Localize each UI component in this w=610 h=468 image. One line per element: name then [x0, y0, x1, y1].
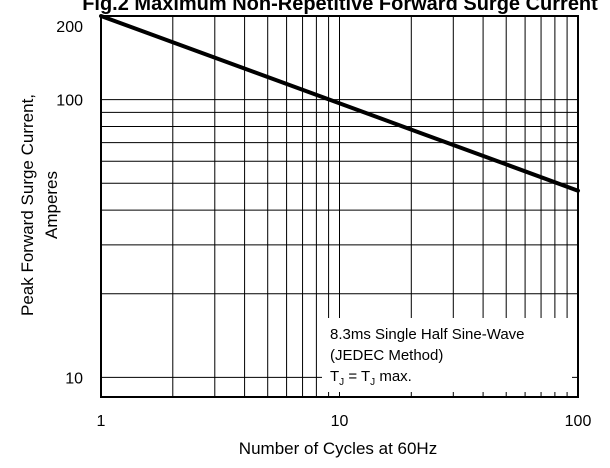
x-tick-label: 100	[565, 413, 592, 430]
annotation-line-3-t1: T	[330, 368, 339, 385]
annotation-line-3-sub2: J	[370, 377, 375, 388]
annotation-line-2: (JEDEC Method)	[330, 347, 443, 364]
y-tick-label: 10	[65, 370, 83, 387]
y-axis-title-line-2: Amperes	[42, 171, 61, 239]
y-axis-title-line-1: Peak Forward Surge Current,	[18, 94, 37, 316]
x-tick-label: 1	[97, 413, 106, 430]
x-tick-label: 10	[331, 413, 349, 430]
y-tick-label: 100	[56, 93, 83, 110]
series-line-0	[99, 14, 580, 193]
annotation-background	[322, 318, 572, 392]
x-axis-title: Number of Cycles at 60Hz	[239, 439, 437, 458]
series-layer	[99, 14, 580, 193]
annotation-line-1: 8.3ms Single Half Sine-Wave	[330, 326, 525, 343]
y-tick-labels: 200 100 10	[56, 19, 83, 387]
annotation-line-3-mid: = T	[344, 368, 370, 385]
annotation-line-3-sub1: J	[339, 377, 344, 388]
annotation: 8.3ms Single Half Sine-Wave (JEDEC Metho…	[322, 318, 572, 392]
y-tick-label: 200	[56, 19, 83, 36]
annotation-line-3: TJ = TJ max.	[330, 368, 412, 388]
chart-title: Fig.2 Maximum Non-Repetitive Forward Sur…	[82, 0, 598, 15]
x-tick-labels: 1 10 100	[97, 413, 592, 430]
plot-frame	[100, 15, 579, 398]
annotation-line-3-suffix: max.	[375, 368, 412, 385]
